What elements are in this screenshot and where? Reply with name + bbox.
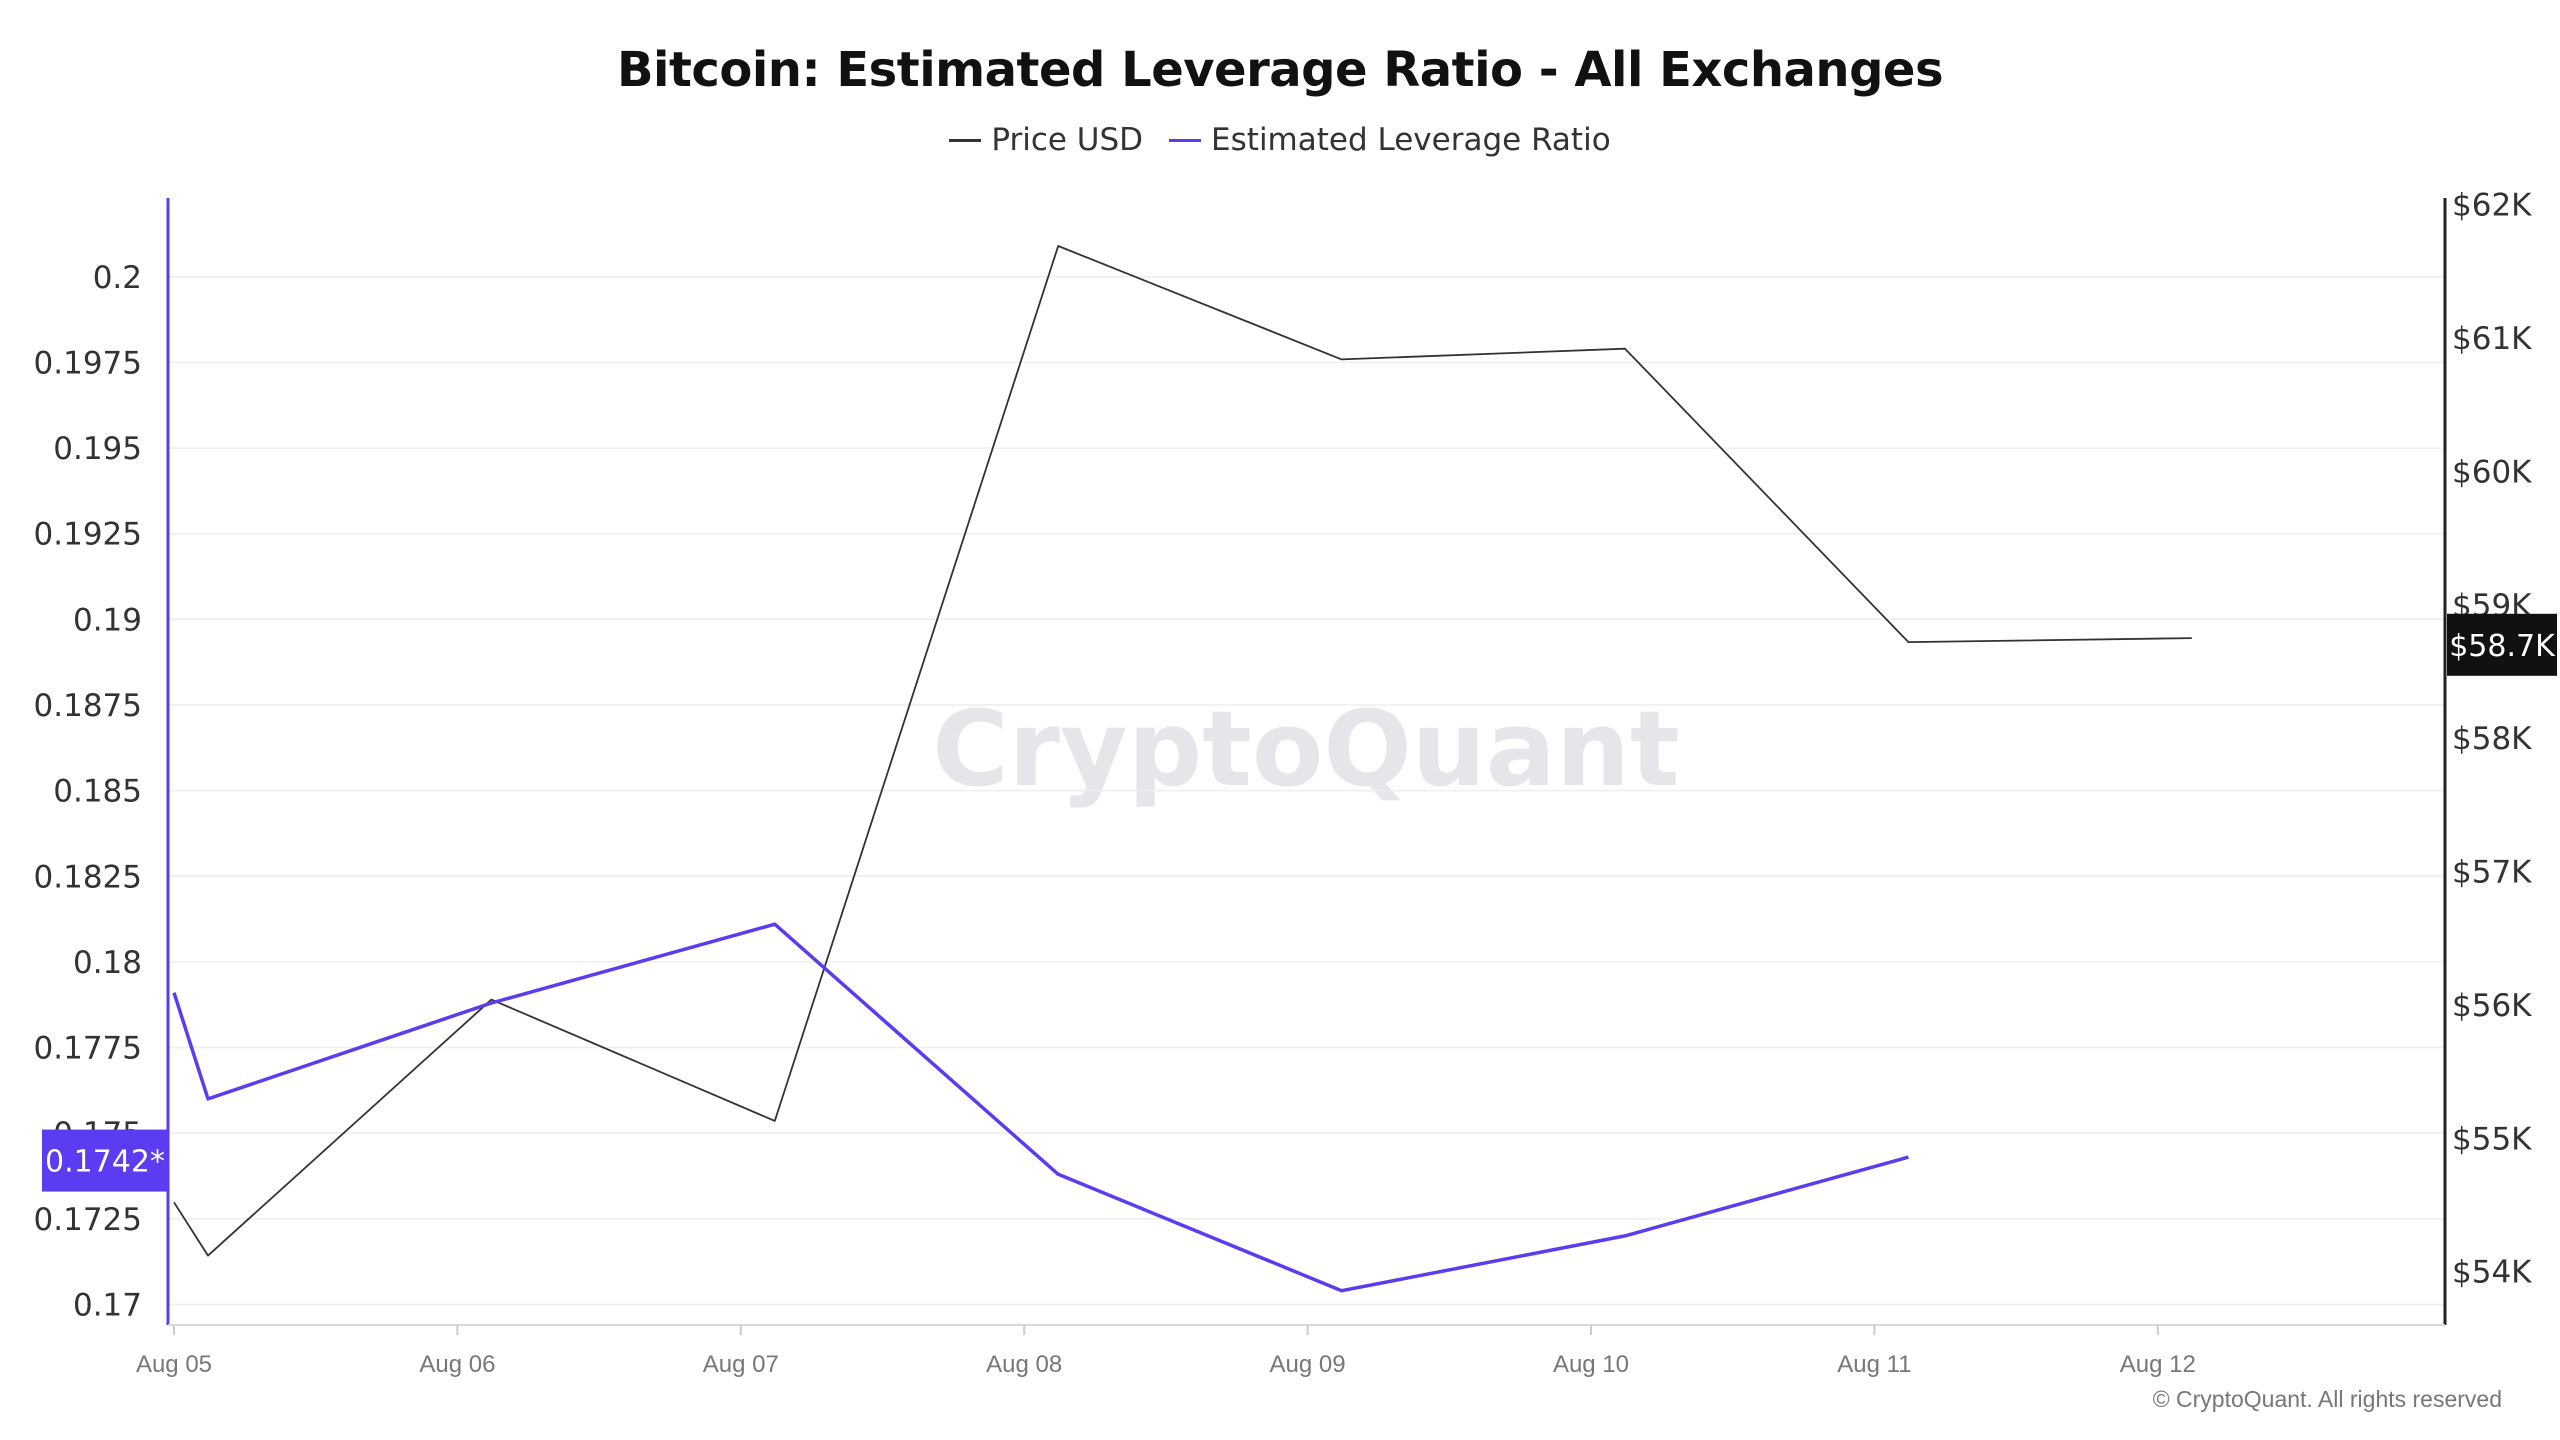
x-tick-label: Aug 12 — [2120, 1351, 2196, 1378]
y-right-tick-label: $56K — [2452, 988, 2532, 1024]
x-tick-label: Aug 05 — [136, 1351, 212, 1378]
chart-legend: Price USD Estimated Leverage Ratio — [0, 122, 2560, 158]
y-left-tick-label: 0.2 — [93, 260, 142, 296]
right-value-badge — [2447, 613, 2557, 676]
x-tick-label: Aug 09 — [1270, 1351, 1346, 1378]
y-left-tick-label: 0.1775 — [34, 1031, 142, 1067]
y-right-tick-label: $62K — [2452, 188, 2532, 224]
y-left-tick-label: 0.18 — [73, 945, 142, 981]
x-tick-label: Aug 10 — [1553, 1351, 1629, 1378]
y-right-tick-label: $61K — [2452, 321, 2532, 357]
legend-item-price[interactable]: Price USD — [949, 122, 1143, 158]
x-tick-label: Aug 06 — [419, 1351, 495, 1378]
legend-label-price: Price USD — [991, 122, 1144, 158]
y-left-tick-label: 0.195 — [53, 431, 142, 467]
watermark-logo: CryptoQuant — [932, 688, 1679, 810]
y-left-tick-label: 0.1875 — [34, 688, 142, 724]
series-line-leverage-ratio — [172, 922, 1909, 1293]
left-value-badge — [42, 1129, 168, 1192]
right-value-badge-label: $58.7K — [2449, 629, 2556, 664]
x-tick-label: Aug 08 — [986, 1351, 1062, 1378]
left-value-badge-label: 0.1742* — [45, 1145, 165, 1180]
y-left-tick-label: 0.1975 — [34, 345, 142, 381]
legend-item-ratio[interactable]: Estimated Leverage Ratio — [1169, 122, 1611, 158]
y-right-tick-label: $57K — [2452, 855, 2532, 891]
legend-label-ratio: Estimated Leverage Ratio — [1211, 122, 1611, 158]
y-left-tick-label: 0.1725 — [34, 1202, 142, 1238]
y-left-tick-label: 0.19 — [73, 602, 142, 638]
chart-title: Bitcoin: Estimated Leverage Ratio - All … — [616, 42, 1944, 98]
legend-swatch-price — [949, 138, 982, 142]
copyright-footer: © CryptoQuant. All rights reserved — [2152, 1386, 2502, 1412]
y-left-tick-label: 0.1825 — [34, 859, 142, 895]
y-left-tick-label: 0.1925 — [34, 517, 142, 553]
x-tick-label: Aug 07 — [703, 1351, 779, 1378]
legend-swatch-ratio — [1169, 138, 1202, 142]
y-right-tick-label: $54K — [2452, 1255, 2532, 1291]
x-tick-label: Aug 11 — [1837, 1351, 1911, 1378]
y-left-tick-label: 0.185 — [53, 774, 142, 810]
y-left-tick-label: 0.17 — [73, 1287, 142, 1323]
y-right-tick-label: $58K — [2452, 721, 2532, 757]
y-right-tick-label: $55K — [2452, 1121, 2532, 1157]
y-right-tick-label: $60K — [2452, 454, 2532, 490]
